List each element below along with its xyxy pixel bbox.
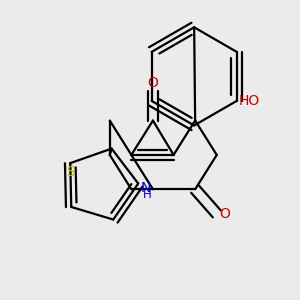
Text: S: S (66, 166, 75, 179)
Text: N: N (141, 181, 152, 195)
Text: O: O (219, 207, 230, 221)
Text: O: O (148, 76, 158, 90)
Text: H: H (143, 188, 152, 201)
Text: HO: HO (239, 94, 260, 108)
